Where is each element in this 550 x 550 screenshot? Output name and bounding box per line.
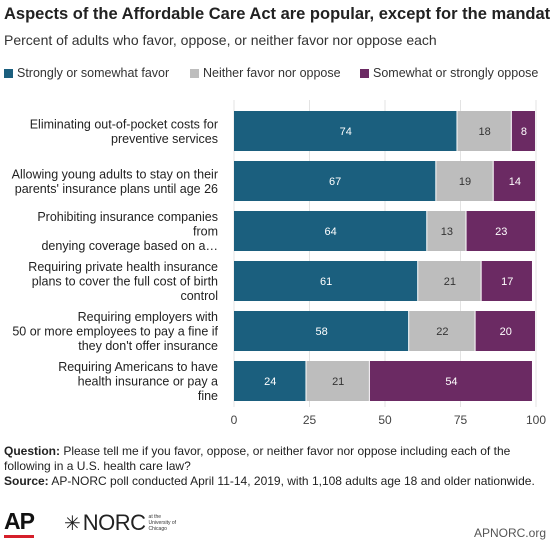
norc-logo: ✳ NORC at the University of Chicago (64, 510, 181, 536)
source-note: Source: AP-NORC poll conducted April 11-… (4, 474, 544, 489)
bar-oppose-5 (369, 361, 532, 401)
data-label-oppose-4: 20 (500, 326, 512, 338)
source-label: Source: (4, 474, 49, 488)
bar-favor-1 (234, 161, 436, 201)
data-label-oppose-5: 54 (445, 376, 457, 388)
x-tick-label-3: 75 (454, 413, 468, 427)
data-label-favor-5: 24 (264, 376, 276, 388)
category-label-4-1: 50 or more employees to pay a fine if (12, 325, 218, 339)
data-label-favor-1: 67 (329, 176, 341, 188)
category-label-1-0: Allowing young adults to stay on their (12, 167, 218, 181)
legend-item-neither: Neither favor nor oppose (190, 66, 341, 80)
data-label-favor-4: 58 (315, 326, 327, 338)
bar-neither-5 (306, 361, 369, 401)
footer: AP ✳ NORC at the University of Chicago A… (0, 500, 550, 550)
data-label-neither-1: 19 (459, 176, 471, 188)
category-label-4-2: they don't offer insurance (78, 339, 218, 353)
bar-neither-3 (418, 261, 481, 301)
category-label-1-1: parents' insurance plans until age 26 (15, 182, 218, 196)
bar-favor-3 (234, 261, 418, 301)
data-label-oppose-1: 14 (509, 176, 521, 188)
bar-oppose-3 (481, 261, 532, 301)
bar-oppose-2 (466, 211, 535, 251)
norc-star-icon: ✳ (64, 512, 81, 535)
chart-subtitle: Percent of adults who favor, oppose, or … (4, 32, 437, 48)
norc-logo-subtext: at the University of Chicago (148, 514, 177, 532)
data-label-neither-4: 22 (436, 326, 448, 338)
legend-label-favor: Strongly or somewhat favor (17, 66, 170, 80)
bar-oppose-1 (493, 161, 535, 201)
x-tick-label-1: 25 (303, 413, 317, 427)
bar-oppose-0 (511, 111, 535, 151)
data-label-favor-0: 74 (340, 126, 352, 138)
stacked-bar-chart: 74 18 8 Eliminating out-of-pocket costs for… (12, 100, 546, 427)
category-label-5-0: Requiring Americans to have (58, 360, 218, 374)
x-tick-label-0: 0 (231, 413, 238, 427)
bar-favor-0 (234, 111, 457, 151)
question-text: Please tell me if you favor, oppose, or … (4, 444, 511, 473)
category-label-3-2: control (180, 289, 218, 303)
legend-label-neither: Neither favor nor oppose (203, 66, 341, 80)
notes: Question: Please tell me if you favor, o… (4, 444, 544, 489)
category-label-4-0: Requiring employers with (78, 310, 218, 324)
category-label-3-0: Requiring private health insurance (28, 260, 218, 274)
chart-title: Aspects of the Affordable Care Act are p… (4, 5, 550, 23)
category-label-2-1: from (193, 225, 218, 239)
bar-favor-4 (234, 311, 409, 351)
bar-neither-2 (427, 211, 466, 251)
data-label-favor-2: 64 (325, 226, 337, 238)
ap-logo-text: AP (4, 508, 35, 534)
bar-neither-4 (409, 311, 475, 351)
legend-item-oppose: Somewhat or strongly oppose (360, 66, 538, 80)
norc-logo-text: NORC (82, 510, 146, 535)
legend-swatch-favor (4, 68, 13, 78)
category-label-5-1: health insurance or pay a (78, 375, 218, 389)
category-label-2-2: denying coverage based on a… (41, 239, 218, 253)
bar-favor-5 (234, 361, 306, 401)
legend-swatch-neither (190, 68, 199, 78)
category-label-5-2: fine (198, 389, 218, 403)
data-label-neither-2: 13 (441, 226, 453, 238)
question-note: Question: Please tell me if you favor, o… (4, 444, 544, 474)
category-label-3-1: plans to cover the full cost of birth (32, 275, 218, 289)
ap-logo: AP (4, 508, 35, 538)
data-label-neither-0: 18 (479, 126, 491, 138)
ap-logo-underline (4, 535, 34, 538)
data-label-oppose-3: 17 (501, 276, 513, 288)
question-label: Question: (4, 444, 60, 458)
data-label-favor-3: 61 (320, 276, 332, 288)
x-tick-label-4: 100 (526, 413, 546, 427)
site-url: APNORC.org (473, 526, 546, 540)
data-label-oppose-0: 8 (521, 126, 527, 138)
data-label-neither-3: 21 (444, 276, 456, 288)
legend-label-oppose: Somewhat or strongly oppose (373, 66, 539, 80)
category-label-0-1: preventive services (111, 132, 218, 146)
x-tick-label-2: 50 (378, 413, 392, 427)
category-label-0-0: Eliminating out-of-pocket costs for (30, 117, 218, 131)
category-label-2-0: Prohibiting insurance companies (37, 210, 218, 224)
legend-item-favor: Strongly or somewhat favor (4, 66, 169, 80)
bar-favor-2 (234, 211, 427, 251)
bar-oppose-4 (475, 311, 535, 351)
source-text: AP-NORC poll conducted April 11-14, 2019… (51, 474, 535, 488)
legend-swatch-oppose (360, 68, 369, 78)
data-label-oppose-2: 23 (495, 226, 507, 238)
bar-neither-0 (457, 111, 511, 151)
bar-neither-1 (436, 161, 493, 201)
data-label-neither-5: 21 (332, 376, 344, 388)
